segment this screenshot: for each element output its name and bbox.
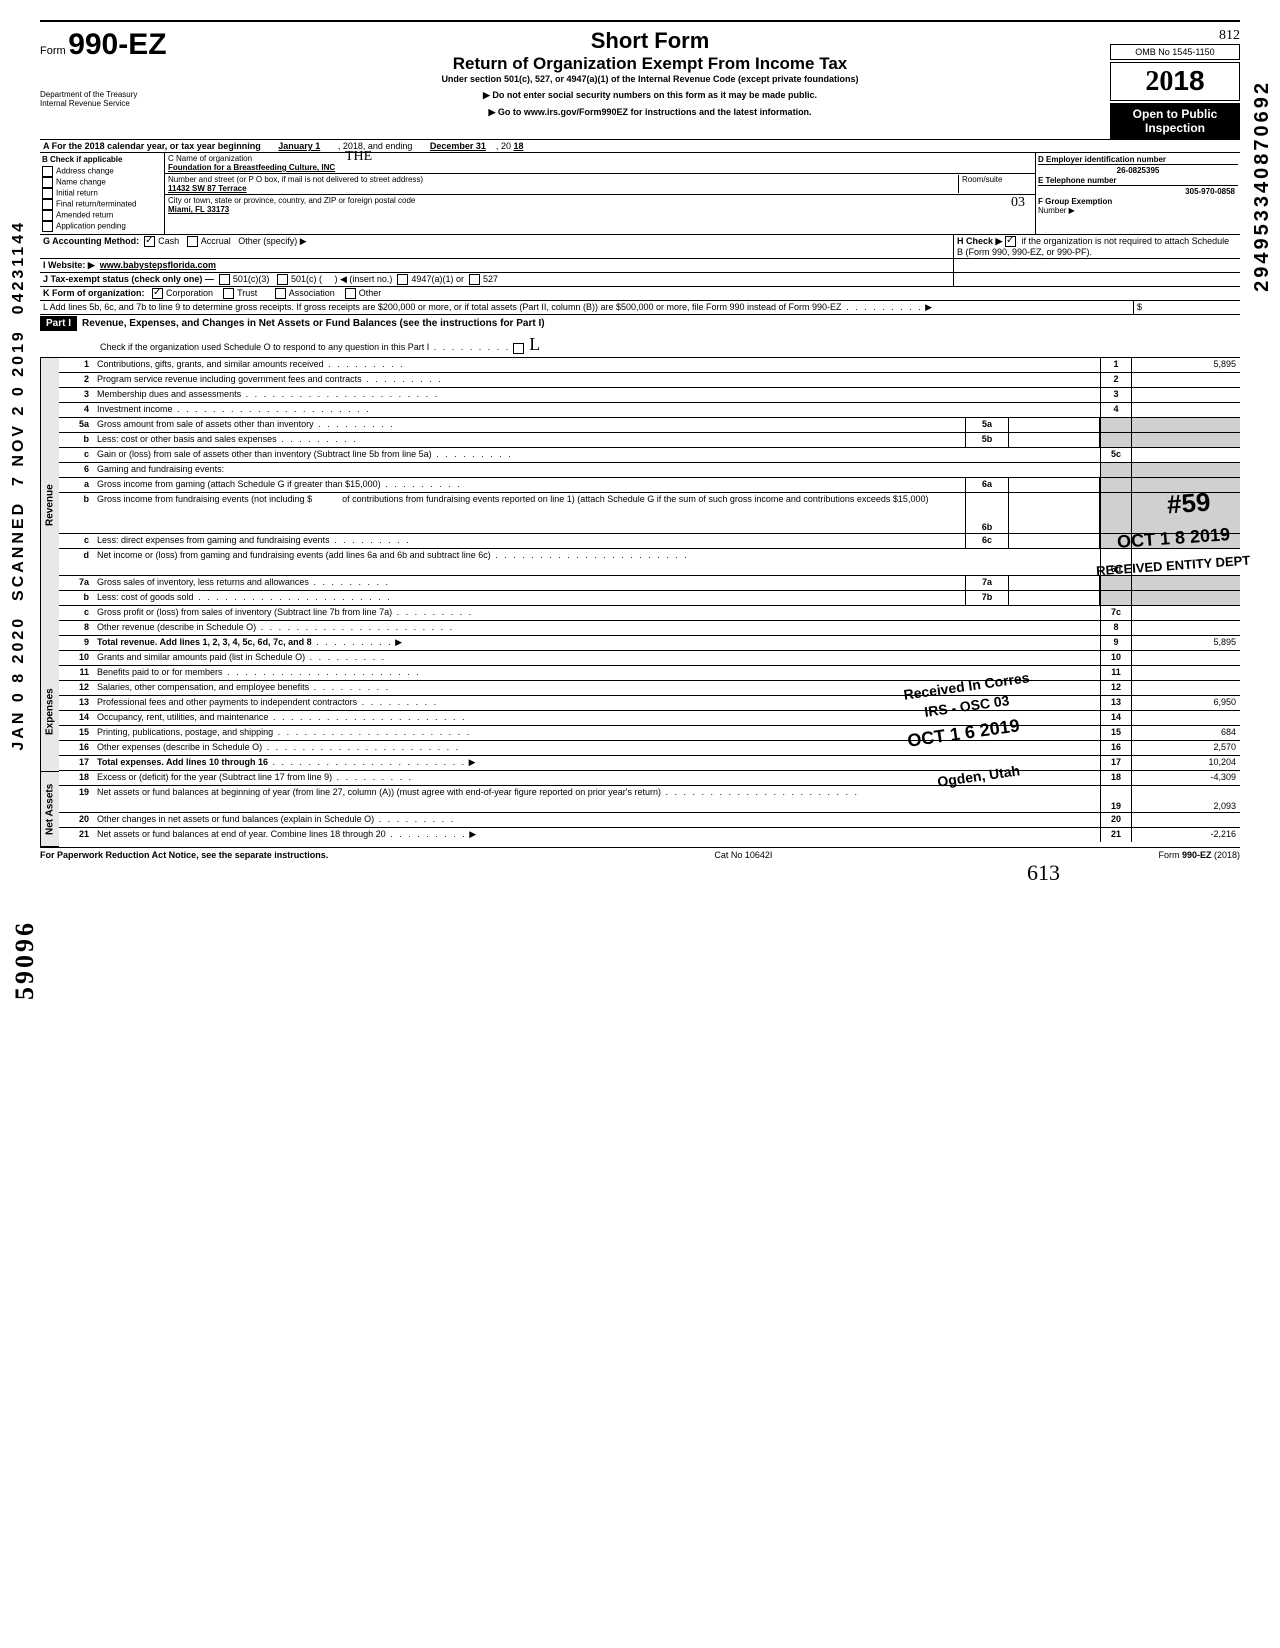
form-number: 990-EZ xyxy=(68,28,166,61)
val-18: -4,309 xyxy=(1131,771,1240,785)
city: Miami, FL 33173 xyxy=(168,205,229,214)
handwritten-03: 03 xyxy=(1011,195,1025,211)
street-label: Number and street (or P O box, if mail i… xyxy=(168,175,423,184)
line-a: A For the 2018 calendar year, or tax yea… xyxy=(40,140,1240,152)
footer-right: Form 990-EZ (2018) xyxy=(1158,850,1240,860)
chk-name[interactable] xyxy=(42,177,53,188)
chk-h[interactable] xyxy=(1005,236,1016,247)
row-k: K Form of organization: Corporation Trus… xyxy=(40,287,1240,300)
chk-other[interactable] xyxy=(345,288,356,299)
subtitle: Under section 501(c), 527, or 4947(a)(1)… xyxy=(190,74,1110,84)
grp-label: F Group Exemption xyxy=(1038,197,1112,206)
c-name-label: C Name of organization xyxy=(168,154,252,163)
ein: 26-0825395 xyxy=(1117,166,1160,175)
row-j: J Tax-exempt status (check only one) — 5… xyxy=(40,273,953,286)
handwritten-the: THE xyxy=(345,149,372,165)
open-public: Open to PublicInspection xyxy=(1110,103,1240,139)
val-17: 10,204 xyxy=(1131,756,1240,770)
street: 11432 SW 87 Terrace xyxy=(168,184,247,193)
side-net: Net Assets xyxy=(40,772,59,847)
handwritten-l: L xyxy=(529,334,540,354)
form-label: Form xyxy=(40,45,66,57)
chk-corp[interactable] xyxy=(152,288,163,299)
short-form-title: Short Form xyxy=(190,28,1110,54)
part1-label: Part I xyxy=(40,316,77,331)
stamp-59: #59 xyxy=(1166,487,1211,521)
val-19: 2,093 xyxy=(1131,786,1240,812)
return-title: Return of Organization Exempt From Incom… xyxy=(190,54,1110,74)
val-1: 5,895 xyxy=(1131,358,1240,372)
org-name: Foundation for a Breastfeeding Culture, … xyxy=(168,163,335,172)
city-label: City or town, state or province, country… xyxy=(168,196,415,205)
part1-check: Check if the organization used Schedule … xyxy=(40,332,1240,357)
tel-label: E Telephone number xyxy=(1038,176,1117,185)
omb-number: OMB No 1545-1150 xyxy=(1110,44,1240,60)
chk-assoc[interactable] xyxy=(275,288,286,299)
chk-cash[interactable] xyxy=(144,236,155,247)
grp-number: Number ▶ xyxy=(1038,206,1238,215)
tax-year: 20201818 xyxy=(1110,62,1240,101)
chk-schedule-o[interactable] xyxy=(513,343,524,354)
row-i: I Website: ▶ www.babystepsflorida.com xyxy=(40,259,953,272)
part1-title: Revenue, Expenses, and Changes in Net As… xyxy=(82,318,545,329)
val-15: 684 xyxy=(1131,726,1240,740)
col-b: B Check if applicable Address change Nam… xyxy=(40,153,165,234)
arrow-ssn: ▶ Do not enter social security numbers o… xyxy=(190,90,1110,101)
dept-irs: Internal Revenue Service xyxy=(40,99,190,108)
tel: 305-970-0858 xyxy=(1185,187,1235,196)
chk-accrual[interactable] xyxy=(187,236,198,247)
arrow-web: ▶ Go to www.irs.gov/Form990EZ for instru… xyxy=(190,107,1110,118)
chk-amended[interactable] xyxy=(42,210,53,221)
handwritten-613: 613 xyxy=(40,860,1240,886)
chk-address[interactable] xyxy=(42,166,53,177)
handwritten-812: 812 xyxy=(1110,28,1240,44)
chk-501c3[interactable] xyxy=(219,274,230,285)
dept-treasury: Department of the Treasury xyxy=(40,90,190,99)
room-label: Room/suite xyxy=(962,175,1002,184)
margin-bottom-num: 59096 xyxy=(10,920,40,1000)
chk-4947[interactable] xyxy=(397,274,408,285)
footer-mid: Cat No 10642I xyxy=(714,850,772,860)
side-expenses: Expenses xyxy=(40,653,59,772)
chk-pending[interactable] xyxy=(42,221,53,232)
margin-scanned: JAN 0 8 2020 SCANNED 7 NOV 2 0 2019 0423… xyxy=(10,220,28,751)
row-h: H Check ▶ if the organization is not req… xyxy=(953,235,1240,258)
chk-final[interactable] xyxy=(42,199,53,210)
chk-501c[interactable] xyxy=(277,274,288,285)
val-16: 2,570 xyxy=(1131,741,1240,755)
chk-trust[interactable] xyxy=(223,288,234,299)
val-21: -2,216 xyxy=(1131,828,1240,842)
row-l: L Add lines 5b, 6c, and 7b to line 9 to … xyxy=(40,301,1133,314)
val-9: 5,895 xyxy=(1131,636,1240,650)
side-revenue: Revenue xyxy=(40,358,59,653)
footer-left: For Paperwork Reduction Act Notice, see … xyxy=(40,850,328,860)
chk-527[interactable] xyxy=(469,274,480,285)
form-header: Form 990-EZ Department of the Treasury I… xyxy=(40,28,1240,139)
ein-label: D Employer identification number xyxy=(1038,155,1166,164)
margin-right-dln: 294953340870692 xyxy=(1251,80,1274,292)
row-g: G Accounting Method: Cash Accrual Other … xyxy=(40,235,953,258)
val-13: 6,950 xyxy=(1131,696,1240,710)
chk-initial[interactable] xyxy=(42,188,53,199)
